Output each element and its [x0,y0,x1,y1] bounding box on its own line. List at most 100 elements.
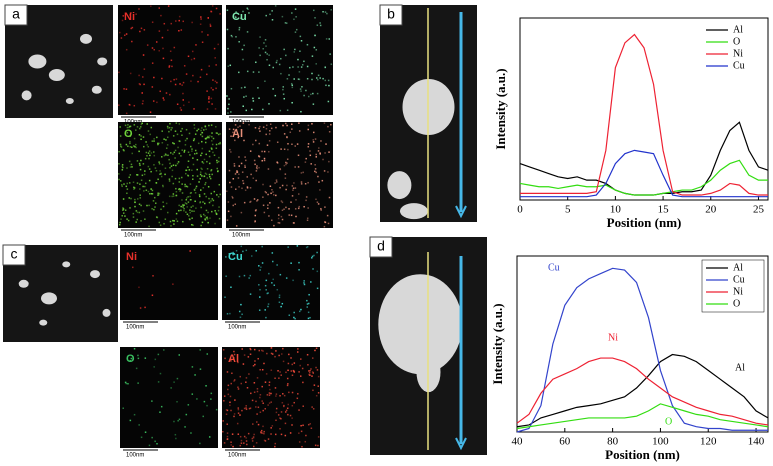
map-dot [323,170,326,172]
map-dot [314,349,316,352]
map-dot [268,402,271,404]
map-dot [151,193,154,195]
map-dot [168,130,170,133]
map-dot [236,422,239,425]
map-dot [167,127,169,129]
map-dot [205,153,207,156]
scan-arrow-head [455,437,467,451]
map-dot [299,375,302,377]
map-dot [283,405,285,408]
series-line [519,159,768,196]
map-dot [201,168,203,170]
map-dot [138,8,140,10]
map-dot [237,136,240,139]
map-dot [291,128,293,130]
map-dot [268,394,271,396]
map-dot [148,157,150,160]
map-dot [168,180,171,182]
map-dot [255,61,257,64]
legend-label: Cu [733,274,745,285]
map-dot [328,151,330,153]
map-dot [282,347,284,350]
map-dot [275,395,277,397]
map-dot [167,29,169,31]
map-dot [322,158,324,161]
y-axis-label: Intensity (a.u.) [493,68,508,149]
map-dot [256,199,259,201]
map-dot [211,198,214,200]
map-dot [173,46,176,49]
map-dot [131,146,133,149]
map-dot [203,158,206,161]
map-dot [289,66,291,69]
map-dot [182,104,185,107]
map-dot [276,59,278,62]
map-dot [226,432,229,434]
map-dot [211,210,213,213]
map-dot [163,349,165,351]
map-dot [267,292,269,294]
map-dot [252,97,254,100]
map-dot [132,216,135,218]
map-dot [288,391,290,394]
map-dot [118,104,120,106]
map-dot [297,348,299,350]
scale-label: 100nm [228,453,246,459]
map-dot [135,146,137,149]
map-dot [154,358,157,361]
map-dot [162,201,164,203]
map-dot [317,150,320,152]
map-dot [231,35,234,38]
map-dot [200,154,202,157]
map-dot [212,151,214,154]
map-dot [300,308,302,311]
map-dot [274,377,276,380]
map-dot [225,413,228,416]
map-dot [129,207,131,209]
map-dot [306,306,308,308]
map-dot [270,127,273,130]
map-dot [172,219,174,222]
map-dot [182,99,185,101]
map-dot [316,77,318,79]
map-dot [135,143,137,146]
map-dot [163,154,166,157]
map-label: Cu [228,251,243,263]
map-dot [193,188,196,191]
map-dot [144,357,147,359]
map-dot [306,43,309,46]
map-dot [210,192,213,195]
map-dot [299,88,302,90]
map-dot [169,122,171,125]
map-dot [320,140,322,142]
map-dot [287,143,289,145]
map-dot [224,357,226,360]
map-dot [121,169,124,171]
map-dot [303,283,306,286]
map-dot [133,413,136,416]
map-dot [289,432,292,434]
map-dot [306,353,309,356]
map-dot [280,200,283,202]
map-dot [315,198,317,201]
map-dot [176,400,178,403]
map-dot [176,133,179,136]
map-dot [119,180,122,182]
map-dot [217,209,220,212]
map-dot [219,193,221,196]
map-dot [126,182,128,185]
map-dot [197,128,200,131]
map-label: O [124,128,133,140]
map-dot [206,218,209,220]
map-dot [305,196,308,198]
map-dot [245,405,247,407]
map-dot [320,209,322,211]
map-dot [326,214,329,217]
map-dot [168,195,171,198]
map-dot [298,432,300,434]
map-dot [203,129,205,131]
map-dot [158,30,161,32]
map-dot [151,47,154,49]
map-dot [192,178,194,180]
map-dot [215,126,217,128]
